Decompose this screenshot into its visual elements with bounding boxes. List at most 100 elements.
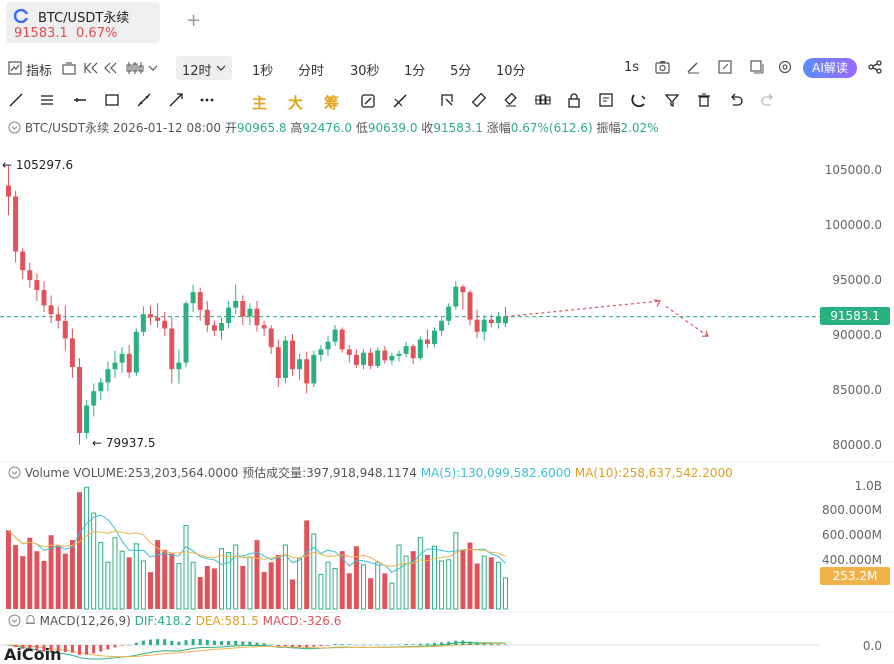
share-icon[interactable] — [868, 60, 882, 74]
eraser-icon[interactable] — [504, 93, 518, 107]
collapse-icon[interactable] — [8, 614, 21, 627]
candle-body — [432, 330, 437, 344]
period-1m[interactable]: 1分 — [404, 64, 426, 79]
big-order-button[interactable]: 大 — [288, 94, 304, 112]
period-5m[interactable]: 5分 — [450, 64, 472, 79]
volume-bar — [41, 561, 47, 609]
more-icon[interactable] — [200, 93, 214, 107]
ohlc-info-bar: BTC/USDT永续 2026-01-12 08:00 开90965.8 高92… — [8, 119, 659, 136]
macd-histogram-bar — [198, 639, 202, 645]
volume-bar — [13, 545, 19, 609]
candle-body — [169, 328, 175, 370]
period-toolbar: 指标 1秒 分时 30秒 1分 5分 10分 1s — [0, 53, 894, 83]
symbol-tab[interactable]: BTC/USDT永续 91583.1 0.67% — [6, 2, 160, 43]
trend-line-icon[interactable] — [9, 93, 23, 107]
measure-icon[interactable] — [392, 93, 408, 109]
rectangle-icon[interactable] — [105, 93, 119, 107]
volume-bar — [169, 553, 175, 609]
edit-icon[interactable] — [686, 60, 700, 74]
period-1s[interactable]: 1秒 — [252, 64, 274, 79]
rewind-icon[interactable] — [84, 62, 100, 74]
collapse-icon[interactable] — [8, 466, 21, 479]
candle-body — [332, 329, 338, 342]
expand-icon[interactable] — [718, 60, 732, 74]
delete-icon[interactable] — [697, 93, 711, 107]
period-10m[interactable]: 10分 — [496, 64, 526, 79]
undo-icon[interactable] — [729, 93, 743, 107]
candle-body — [311, 354, 317, 384]
macd-histogram-bar — [113, 645, 117, 648]
macd-histogram-bar — [397, 644, 401, 645]
period-30s[interactable]: 30秒 — [350, 64, 380, 79]
volume-bar — [119, 550, 125, 610]
macd-histogram-bar — [418, 643, 422, 645]
volume-bar — [297, 558, 303, 610]
lock-icon[interactable] — [567, 93, 581, 108]
collapse-icon[interactable] — [8, 121, 21, 134]
macd-histogram-bar — [362, 644, 365, 646]
macd-label: MACD(12,26,9) — [39, 614, 131, 628]
horizontal-lines-icon[interactable] — [40, 93, 54, 107]
candle-body — [474, 319, 480, 332]
volume-bar — [20, 556, 26, 609]
horizontal-ray-icon[interactable] — [73, 93, 87, 107]
macd-histogram-bar — [468, 641, 472, 645]
text-annotation-icon[interactable] — [440, 93, 454, 107]
macd-histogram-bar — [227, 640, 231, 645]
macd-histogram-bar — [141, 640, 145, 645]
candle-body — [304, 359, 310, 384]
volume-bar — [162, 549, 168, 609]
volume-bar — [275, 554, 281, 609]
segment-icon[interactable] — [137, 93, 151, 107]
candle-body — [140, 314, 146, 332]
note-icon[interactable] — [599, 93, 613, 107]
volume-bar — [211, 568, 217, 609]
volume-bar — [318, 574, 324, 610]
volume-bar — [403, 555, 409, 610]
magnet-icon[interactable] — [631, 93, 647, 107]
candle-body — [382, 350, 388, 361]
ruler-icon[interactable] — [472, 93, 486, 107]
volume-bar — [417, 537, 423, 610]
filter-icon[interactable] — [665, 93, 679, 107]
redo-icon[interactable] — [761, 93, 775, 107]
volume-estimate: 预估成交量:397,918,948.1174 — [242, 466, 417, 480]
arrow-line-icon[interactable] — [169, 93, 183, 107]
main-force-button[interactable]: 主 — [252, 94, 268, 112]
add-tab-button[interactable]: + — [186, 10, 202, 31]
volume-bar — [375, 561, 381, 610]
candle-type-icon[interactable] — [126, 61, 144, 75]
candle-body — [84, 405, 90, 433]
indicator-icon[interactable] — [8, 61, 22, 75]
macd-histogram-bar — [241, 641, 245, 645]
step-back-icon[interactable] — [104, 62, 118, 74]
kline-chart[interactable] — [0, 131, 894, 661]
macd-histogram-bar — [312, 645, 316, 647]
price-axis-105000: 105000.0 — [824, 163, 882, 177]
low-value: 90639.0 — [367, 121, 418, 135]
volume-info-bar: Volume VOLUME:253,203,564.0000 预估成交量:397… — [8, 464, 733, 481]
candle-body — [55, 314, 61, 321]
info-datetime: 2026-01-12 08:00 — [112, 121, 222, 135]
chevron-down-icon[interactable] — [148, 65, 158, 71]
interval-button[interactable]: 1s — [624, 60, 640, 75]
settings-icon[interactable] — [778, 60, 792, 74]
candle-body — [119, 353, 125, 363]
period-selector[interactable]: 12时 — [176, 56, 232, 80]
indicators-button[interactable]: 指标 — [26, 64, 53, 79]
volume-bar — [325, 561, 331, 610]
candlestick-icon[interactable] — [535, 93, 551, 107]
window-icon[interactable] — [750, 60, 764, 74]
layout-icon[interactable] — [62, 62, 76, 75]
candle-body — [27, 270, 33, 281]
period-timeshare[interactable]: 分时 — [298, 64, 325, 79]
amp-label: 振幅 — [596, 121, 621, 135]
bell-icon[interactable] — [25, 614, 36, 626]
candle-body — [155, 317, 161, 321]
camera-icon[interactable] — [655, 60, 670, 74]
ai-analysis-button[interactable]: AI解读 — [803, 58, 857, 78]
brush-icon[interactable] — [360, 93, 376, 109]
volume-axis-600m: 600.000M — [822, 528, 882, 542]
price-axis-95000: 95000.0 — [832, 273, 882, 287]
chip-button[interactable]: 筹 — [324, 94, 340, 112]
